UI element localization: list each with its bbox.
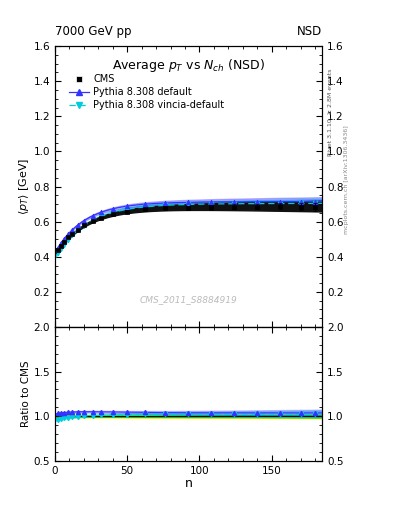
X-axis label: n: n (185, 477, 193, 490)
Text: NSD: NSD (297, 26, 322, 38)
Text: Average $p_T$ vs $N_{ch}$ (NSD): Average $p_T$ vs $N_{ch}$ (NSD) (112, 57, 265, 74)
Text: CMS_2011_S8884919: CMS_2011_S8884919 (140, 295, 237, 305)
Text: Rivet 3.1.10, ≥ 2.8M events: Rivet 3.1.10, ≥ 2.8M events (328, 69, 333, 156)
Y-axis label: Ratio to CMS: Ratio to CMS (21, 360, 31, 427)
Text: 7000 GeV pp: 7000 GeV pp (55, 26, 132, 38)
Y-axis label: $\langle p_T \rangle$ [GeV]: $\langle p_T \rangle$ [GeV] (17, 158, 31, 215)
Legend: CMS, Pythia 8.308 default, Pythia 8.308 vincia-default: CMS, Pythia 8.308 default, Pythia 8.308 … (65, 71, 228, 114)
Text: mcplots.cern.ch [arXiv:1306.3436]: mcplots.cern.ch [arXiv:1306.3436] (344, 125, 349, 233)
